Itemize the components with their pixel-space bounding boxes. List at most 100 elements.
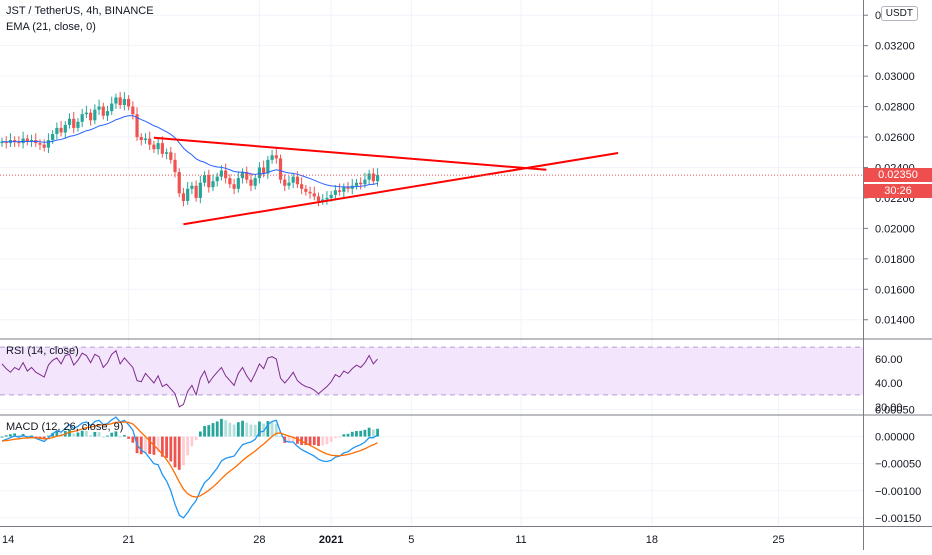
macd-histogram-bar [34, 436, 38, 438]
macd-legend: MACD (12, 26, close, 9) [6, 421, 123, 433]
candle-body [105, 111, 110, 116]
macd-histogram-bar [148, 436, 152, 454]
macd-histogram-bar [266, 421, 270, 437]
macd-histogram-bar [249, 424, 253, 437]
macd-histogram-bar [190, 436, 194, 447]
symbol-legend: JST / TetherUS, 4h, BINANCE [6, 5, 154, 17]
macd-histogram-bar [253, 424, 257, 437]
macd-histogram-bar [211, 423, 215, 437]
macd-histogram-bar [186, 436, 190, 456]
candle-body [139, 137, 143, 141]
macd-histogram-bar [76, 432, 80, 437]
time-tick-label: 28 [253, 534, 265, 546]
rsi-tick-label: 20.00 [875, 402, 903, 414]
candle-body [207, 175, 211, 188]
macd-histogram-bar [97, 432, 101, 437]
macd-histogram-bar [13, 433, 17, 437]
candle-body [67, 118, 72, 125]
macd-histogram-bar [312, 436, 316, 446]
trendline [153, 136, 547, 171]
candle-body [329, 194, 333, 198]
time-tick-label: 2021 [319, 534, 343, 546]
macd-histogram-bar [165, 436, 168, 458]
candle-body [63, 124, 67, 133]
last-price-tag: 0.02350 [864, 168, 932, 183]
candle-body [367, 173, 371, 180]
macd-histogram-bar [376, 428, 379, 437]
candle-body [359, 182, 363, 185]
candle-body [236, 178, 240, 189]
candle-body [342, 187, 346, 192]
candle-body [164, 152, 169, 154]
macd-histogram-bar [241, 420, 244, 437]
macd-histogram-bar [291, 436, 295, 442]
candle-body [240, 172, 245, 179]
macd-histogram-bar [72, 433, 76, 437]
candle-body [190, 185, 194, 189]
candle-body [249, 179, 253, 186]
macd-histogram-bar [333, 436, 337, 439]
candle-body [287, 182, 291, 186]
macd-histogram-bar [85, 431, 88, 437]
candle-body [270, 155, 274, 160]
candle-body [363, 179, 367, 185]
macd-histogram-bar [144, 436, 147, 453]
rsi-line [1, 349, 378, 408]
candle-body [312, 193, 316, 197]
macd-tick-label: 0.00000 [875, 432, 915, 444]
time-tick-label: 14 [2, 534, 14, 546]
macd-histogram-bar [17, 434, 21, 437]
candle-body [316, 196, 321, 201]
candle-body [354, 182, 359, 186]
macd-histogram-bar [270, 421, 274, 437]
macd-histogram-bar [118, 436, 122, 438]
price-tick-label: 0.02800 [875, 102, 915, 114]
candle-body [127, 98, 131, 107]
macd-histogram-bar [203, 426, 206, 437]
candle-body [304, 188, 308, 192]
price-tick-label: 0.01600 [875, 284, 915, 296]
macd-histogram-bar [367, 427, 371, 437]
candle-body [152, 144, 156, 150]
candle-body [253, 178, 257, 186]
rsi-band [0, 347, 863, 395]
candle-body [333, 190, 337, 195]
candle-body [135, 114, 139, 138]
symbol-title: JST / TetherUS, 4h, BINANCE [6, 5, 154, 17]
currency-button[interactable]: USDT [880, 6, 918, 21]
candle-body [283, 179, 287, 186]
candle-body [194, 185, 198, 198]
trendline [183, 152, 619, 226]
candle-body [42, 144, 46, 148]
macd-histogram-bar [156, 436, 160, 453]
macd-histogram-bar [207, 425, 211, 437]
macd-histogram-bar [371, 429, 375, 437]
macd-label: MACD (12, 26, close, 9) [6, 421, 124, 433]
rsi-tick-label: 40.00 [875, 378, 903, 390]
macd-histogram-bar [304, 436, 308, 446]
price-tick-label: 0.02600 [875, 132, 915, 144]
candle-body [291, 176, 295, 183]
candle-body [38, 143, 42, 145]
candle-body [295, 176, 299, 185]
macd-histogram-bar [47, 435, 50, 437]
macd-histogram-bar [245, 422, 249, 437]
candle-body [122, 98, 126, 106]
macd-tick-label: −0.00100 [875, 486, 921, 498]
candle-body [202, 175, 207, 183]
macd-tick-label: −0.00150 [875, 513, 921, 525]
ema-line [1, 115, 378, 188]
price-tick-label: 0.02000 [875, 223, 915, 235]
candle-body [257, 167, 262, 179]
candle-body [274, 155, 278, 159]
ema-label: EMA (21, close, 0) [6, 21, 96, 33]
candle-body [59, 127, 63, 133]
time-tick-label: 11 [515, 534, 526, 546]
macd-histogram-bar [274, 423, 278, 437]
time-tick-label: 18 [646, 534, 658, 546]
macd-histogram-bar [42, 436, 46, 440]
price-tick-label: 0.01800 [875, 254, 915, 266]
candle-body [181, 193, 186, 201]
